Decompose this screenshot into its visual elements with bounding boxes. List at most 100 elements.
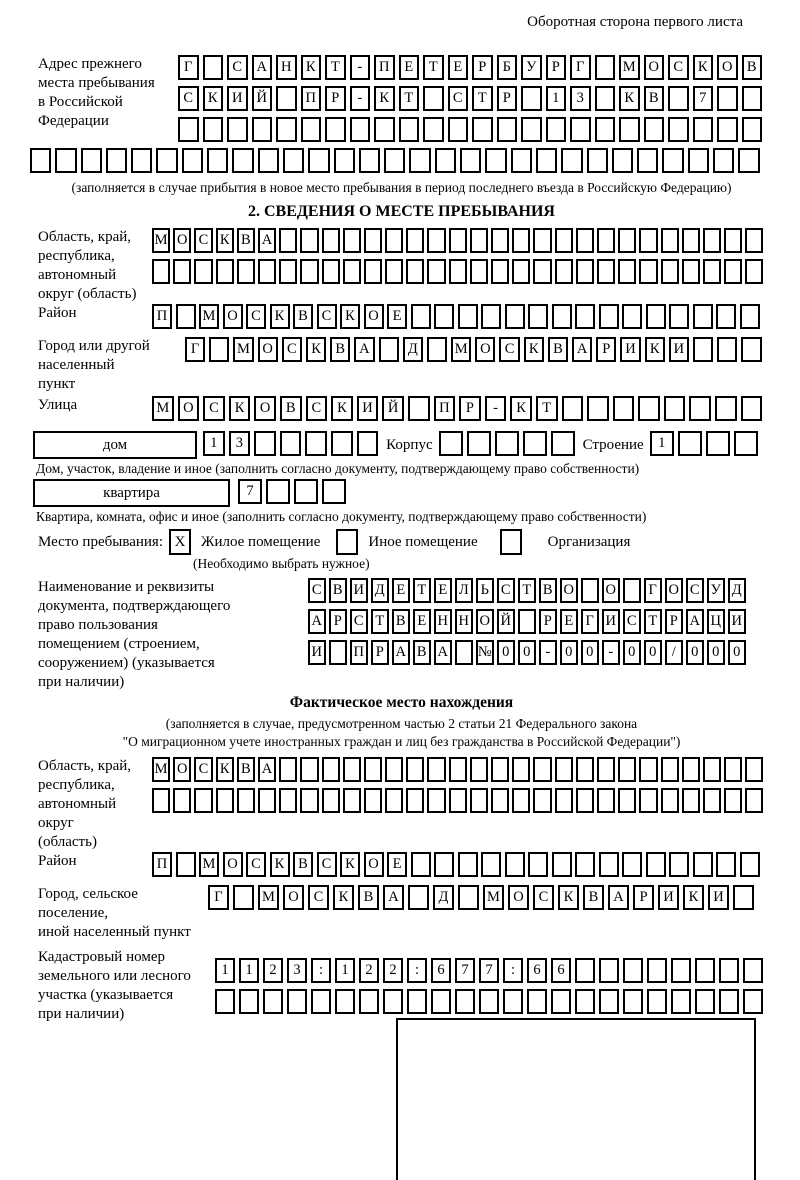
char-cell[interactable] bbox=[448, 259, 467, 284]
char-cell[interactable]: В bbox=[358, 885, 379, 910]
char-cell[interactable]: № bbox=[476, 640, 494, 665]
char-cell[interactable] bbox=[739, 304, 760, 329]
char-cell[interactable] bbox=[434, 304, 454, 329]
char-cell[interactable] bbox=[533, 757, 552, 782]
char-cell[interactable] bbox=[512, 757, 531, 782]
char-cell[interactable]: Р bbox=[596, 337, 617, 362]
char-cell[interactable] bbox=[333, 148, 355, 173]
char-cell[interactable]: О bbox=[222, 304, 243, 329]
char-cell[interactable]: Е bbox=[447, 55, 468, 80]
char-cell[interactable] bbox=[551, 989, 571, 1014]
char-cell[interactable] bbox=[152, 259, 171, 284]
char-cell[interactable]: А bbox=[308, 609, 326, 634]
char-cell[interactable]: Р bbox=[459, 396, 481, 421]
char-cell[interactable] bbox=[322, 479, 346, 504]
char-cell[interactable]: В bbox=[236, 757, 255, 782]
char-cell[interactable]: 0 bbox=[728, 640, 746, 665]
char-cell[interactable] bbox=[662, 148, 684, 173]
char-cell[interactable]: К bbox=[269, 852, 290, 877]
char-cell[interactable]: К bbox=[644, 337, 665, 362]
char-cell[interactable] bbox=[717, 117, 738, 142]
char-cell[interactable] bbox=[623, 578, 641, 603]
char-cell[interactable]: Е bbox=[392, 578, 410, 603]
char-cell[interactable] bbox=[194, 259, 213, 284]
char-cell[interactable]: Т bbox=[472, 86, 493, 111]
char-cell[interactable] bbox=[743, 958, 763, 983]
char-cell[interactable] bbox=[491, 757, 510, 782]
char-cell[interactable] bbox=[512, 259, 531, 284]
char-cell[interactable] bbox=[533, 259, 552, 284]
char-cell[interactable] bbox=[173, 259, 192, 284]
char-cell[interactable] bbox=[209, 337, 230, 362]
char-cell[interactable] bbox=[740, 396, 763, 421]
char-cell[interactable]: У bbox=[521, 55, 542, 80]
char-cell[interactable]: Е bbox=[398, 55, 419, 80]
char-cell[interactable]: Е bbox=[434, 578, 452, 603]
char-cell[interactable] bbox=[263, 989, 283, 1014]
char-cell[interactable]: О bbox=[363, 304, 384, 329]
char-cell[interactable]: В bbox=[236, 228, 255, 253]
char-cell[interactable]: П bbox=[152, 304, 172, 329]
char-cell[interactable] bbox=[713, 148, 735, 173]
char-cell[interactable] bbox=[448, 757, 467, 782]
char-cell[interactable]: С bbox=[308, 578, 326, 603]
char-cell[interactable] bbox=[550, 431, 575, 456]
char-cell[interactable] bbox=[321, 259, 340, 284]
char-cell[interactable] bbox=[554, 757, 573, 782]
char-cell[interactable] bbox=[717, 337, 738, 362]
char-cell[interactable] bbox=[716, 852, 736, 877]
char-cell[interactable]: Н bbox=[434, 609, 452, 634]
char-cell[interactable]: Ц bbox=[707, 609, 725, 634]
char-cell[interactable]: Е bbox=[413, 609, 431, 634]
char-cell[interactable]: 0 bbox=[581, 640, 599, 665]
char-cell[interactable] bbox=[215, 259, 234, 284]
char-cell[interactable] bbox=[619, 117, 640, 142]
char-cell[interactable] bbox=[527, 989, 547, 1014]
char-cell[interactable] bbox=[300, 117, 321, 142]
char-cell[interactable] bbox=[660, 228, 679, 253]
char-cell[interactable] bbox=[575, 852, 595, 877]
char-cell[interactable]: А bbox=[608, 885, 629, 910]
char-cell[interactable]: К bbox=[510, 396, 532, 421]
char-cell[interactable] bbox=[575, 788, 594, 813]
char-cell[interactable] bbox=[55, 148, 77, 173]
char-cell[interactable]: 1 bbox=[335, 958, 355, 983]
char-cell[interactable]: К bbox=[305, 337, 327, 362]
char-cell[interactable]: 1 bbox=[649, 431, 674, 456]
char-cell[interactable]: В bbox=[330, 337, 351, 362]
char-cell[interactable]: : bbox=[311, 958, 331, 983]
checkbox-other-premises[interactable] bbox=[336, 529, 359, 555]
char-cell[interactable]: Р bbox=[665, 609, 683, 634]
char-cell[interactable] bbox=[660, 757, 679, 782]
char-cell[interactable] bbox=[342, 757, 361, 782]
char-cell[interactable]: М bbox=[451, 337, 472, 362]
char-cell[interactable] bbox=[300, 259, 319, 284]
char-cell[interactable]: О bbox=[602, 578, 620, 603]
char-cell[interactable] bbox=[342, 259, 361, 284]
char-cell[interactable] bbox=[586, 148, 608, 173]
char-cell[interactable] bbox=[427, 228, 446, 253]
char-cell[interactable] bbox=[279, 228, 298, 253]
char-cell[interactable] bbox=[687, 148, 710, 173]
char-cell[interactable] bbox=[705, 431, 730, 456]
checkbox-residential[interactable]: X bbox=[169, 529, 191, 555]
char-cell[interactable]: Г bbox=[208, 885, 229, 910]
char-cell[interactable]: 0 bbox=[686, 640, 704, 665]
char-cell[interactable]: Д bbox=[433, 885, 454, 910]
char-cell[interactable]: 2 bbox=[359, 958, 379, 983]
char-cell[interactable]: К bbox=[300, 55, 321, 80]
char-cell[interactable] bbox=[438, 431, 463, 456]
char-cell[interactable]: 3 bbox=[228, 431, 251, 456]
char-cell[interactable]: А bbox=[434, 640, 452, 665]
char-cell[interactable] bbox=[724, 788, 743, 813]
char-cell[interactable] bbox=[384, 148, 406, 173]
char-cell[interactable] bbox=[504, 304, 525, 329]
char-cell[interactable]: И bbox=[308, 640, 326, 665]
char-cell[interactable] bbox=[321, 228, 340, 253]
char-cell[interactable]: С bbox=[668, 55, 689, 80]
char-cell[interactable]: П bbox=[300, 86, 321, 111]
char-cell[interactable]: 1 bbox=[215, 958, 235, 983]
char-cell[interactable] bbox=[80, 148, 102, 173]
char-cell[interactable] bbox=[692, 304, 713, 329]
char-cell[interactable]: А bbox=[572, 337, 593, 362]
